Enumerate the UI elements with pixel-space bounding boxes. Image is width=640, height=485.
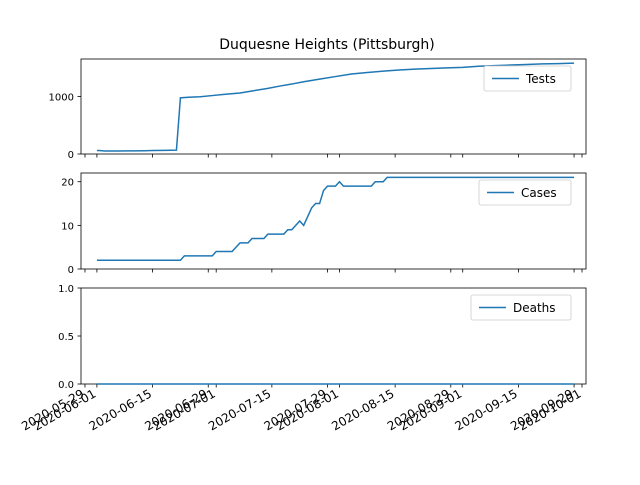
legend-box-cases: [478, 179, 572, 206]
legend-label-deaths: Deaths: [513, 301, 556, 315]
axis-frame-cases: [80, 172, 587, 270]
legend-label-cases: Cases: [521, 186, 557, 200]
x-tick-label: 2020-07-15: [206, 386, 273, 433]
y-tick-label-deaths: 0.5: [58, 332, 74, 343]
y-tick-label-tests: 0: [68, 150, 74, 161]
x-tick-label: 2020-08-15: [329, 386, 396, 433]
series-line-tests: [96, 62, 575, 152]
x-tick-label: 2020-06-15: [87, 386, 154, 433]
chart-title: Duquesne Heights (Pittsburgh): [219, 37, 435, 53]
y-tick-label-tests: 1000: [49, 92, 74, 103]
series-line-cases: [96, 176, 575, 262]
y-tick-label-cases: 0: [68, 265, 74, 276]
y-tick-label-cases: 10: [61, 221, 74, 232]
y-tick-label-deaths: 1.0: [58, 284, 74, 295]
y-tick-label-deaths: 0.0: [58, 380, 74, 391]
x-tick-label: 2020-09-15: [452, 386, 519, 433]
legend-box-tests: [483, 65, 572, 92]
legend-box-deaths: [470, 294, 572, 321]
legend-label-tests: Tests: [525, 72, 556, 86]
y-tick-label-cases: 20: [61, 178, 74, 189]
axis-frame-tests: [80, 58, 587, 155]
